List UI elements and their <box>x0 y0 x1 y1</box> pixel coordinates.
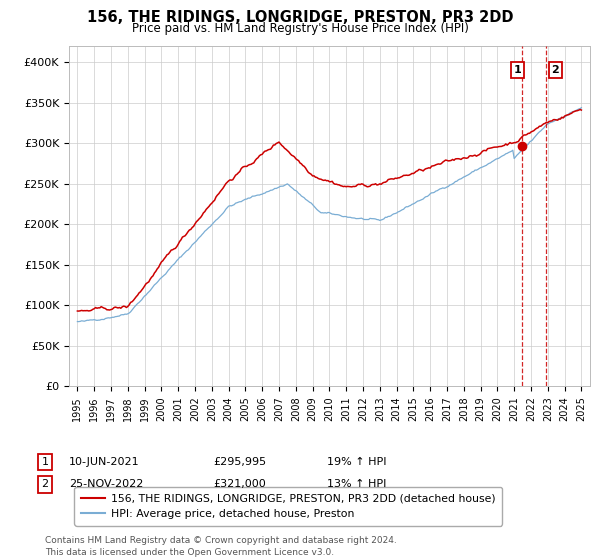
Text: Price paid vs. HM Land Registry's House Price Index (HPI): Price paid vs. HM Land Registry's House … <box>131 22 469 35</box>
Text: 25-NOV-2022: 25-NOV-2022 <box>69 479 143 489</box>
Text: 1: 1 <box>514 66 521 75</box>
Text: £295,995: £295,995 <box>213 457 266 467</box>
Text: 156, THE RIDINGS, LONGRIDGE, PRESTON, PR3 2DD: 156, THE RIDINGS, LONGRIDGE, PRESTON, PR… <box>87 10 513 25</box>
Text: £321,000: £321,000 <box>213 479 266 489</box>
Text: 1: 1 <box>41 457 49 467</box>
Text: 2: 2 <box>551 66 559 75</box>
Text: 10-JUN-2021: 10-JUN-2021 <box>69 457 140 467</box>
Text: 13% ↑ HPI: 13% ↑ HPI <box>327 479 386 489</box>
Text: 19% ↑ HPI: 19% ↑ HPI <box>327 457 386 467</box>
Text: Contains HM Land Registry data © Crown copyright and database right 2024.
This d: Contains HM Land Registry data © Crown c… <box>45 536 397 557</box>
Text: 2: 2 <box>41 479 49 489</box>
Legend: 156, THE RIDINGS, LONGRIDGE, PRESTON, PR3 2DD (detached house), HPI: Average pri: 156, THE RIDINGS, LONGRIDGE, PRESTON, PR… <box>74 487 502 526</box>
